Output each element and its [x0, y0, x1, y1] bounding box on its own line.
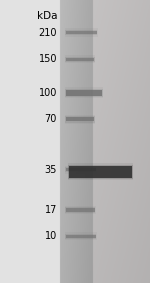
Bar: [65, 89, 103, 97]
Text: 150: 150: [39, 54, 57, 65]
Text: 35: 35: [45, 165, 57, 175]
Bar: [65, 87, 103, 98]
Bar: [66, 58, 94, 61]
Text: kDa: kDa: [36, 11, 57, 21]
Bar: [66, 31, 97, 34]
Text: 70: 70: [45, 114, 57, 125]
Bar: [66, 117, 94, 121]
Bar: [65, 167, 96, 172]
Bar: [65, 28, 98, 37]
Bar: [66, 168, 96, 171]
Bar: [65, 207, 95, 213]
Bar: [65, 115, 95, 124]
Text: 210: 210: [39, 27, 57, 38]
Bar: [66, 208, 95, 212]
Text: 17: 17: [45, 205, 57, 215]
Bar: [66, 90, 102, 96]
Bar: [65, 57, 95, 62]
Bar: [68, 165, 133, 179]
Bar: [66, 235, 96, 238]
Bar: [65, 30, 97, 35]
Bar: [65, 55, 95, 63]
Text: 100: 100: [39, 88, 57, 98]
Bar: [65, 234, 96, 239]
Bar: [65, 116, 95, 123]
Text: 10: 10: [45, 231, 57, 241]
Bar: [65, 166, 97, 174]
Bar: [65, 232, 97, 241]
Bar: [65, 206, 96, 214]
Bar: [68, 163, 133, 180]
Bar: [69, 166, 132, 178]
